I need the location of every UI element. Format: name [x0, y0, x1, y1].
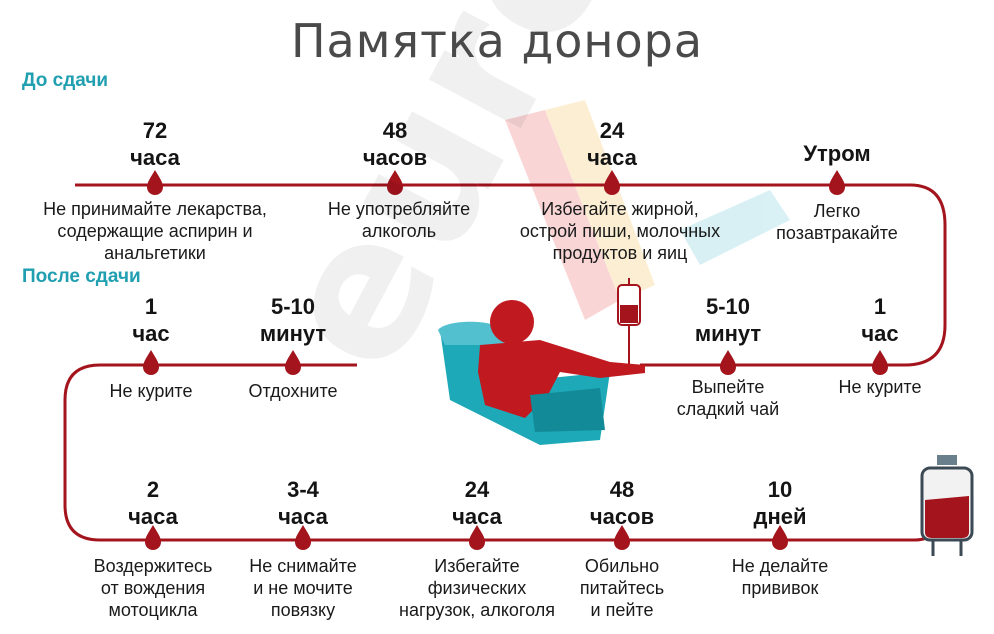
timeline-top	[75, 183, 947, 367]
drop-marker	[147, 170, 163, 195]
after-time-2: 5-10 минут	[259, 294, 327, 346]
after-time-7: 24 часа	[452, 477, 502, 529]
drop-marker	[720, 350, 736, 375]
after-text-5: Воздержитесь от вождения мотоцикла	[93, 556, 213, 620]
drop-marker	[285, 350, 301, 375]
before-text-1: Не принимайте лекарства, содержащие аспир…	[43, 199, 267, 263]
before-text-2: Не употребляйте алкоголь	[327, 199, 471, 241]
after-text-3: Выпейте сладкий чай	[676, 377, 780, 419]
drop-marker	[872, 350, 888, 375]
after-time-9: 10 дней	[753, 477, 807, 529]
after-text-6: Не снимайте и не мочите повязку	[249, 556, 357, 620]
after-time-4: 1 час	[861, 294, 899, 346]
after-time-3: 5-10 минут	[694, 294, 762, 346]
section-heading-before: До сдачи	[22, 70, 109, 91]
section-heading-after: После сдачи	[22, 266, 141, 287]
after-time-1: 1 час	[132, 294, 170, 346]
before-time-4: Утром	[803, 141, 871, 166]
after-text-7: Избегайте физических нагрузок, алкоголя	[399, 556, 555, 620]
before-time-1: 72 часа	[130, 118, 180, 170]
before-text-3: Избегайте жирной, острой пиши, молочных пр…	[519, 199, 721, 263]
before-time-3: 24 часа	[587, 118, 637, 170]
after-time-8: 48 часов	[589, 477, 655, 529]
after-text-2: Отдохните	[248, 381, 338, 401]
blood-bag-icon	[920, 455, 974, 556]
after-time-6: 3-4 часа	[278, 477, 328, 529]
after-text-8: Обильно питайтесь и пейте	[579, 556, 665, 620]
after-time-5: 2 часа	[128, 477, 178, 529]
watermark-rainbow	[505, 100, 790, 320]
after-text-9: Не делайте прививок	[731, 556, 829, 598]
before-text-4: Легко позавтракайте	[776, 201, 898, 243]
drop-marker	[829, 170, 845, 195]
iv-drip-icon	[617, 278, 641, 365]
donor-illustration	[438, 300, 645, 445]
after-text-1: Не курите	[109, 381, 193, 401]
drop-marker	[143, 350, 159, 375]
before-time-2: 48 часов	[362, 118, 428, 170]
page-title: Памятка донора	[290, 14, 704, 68]
after-text-4: Не курите	[838, 377, 922, 397]
